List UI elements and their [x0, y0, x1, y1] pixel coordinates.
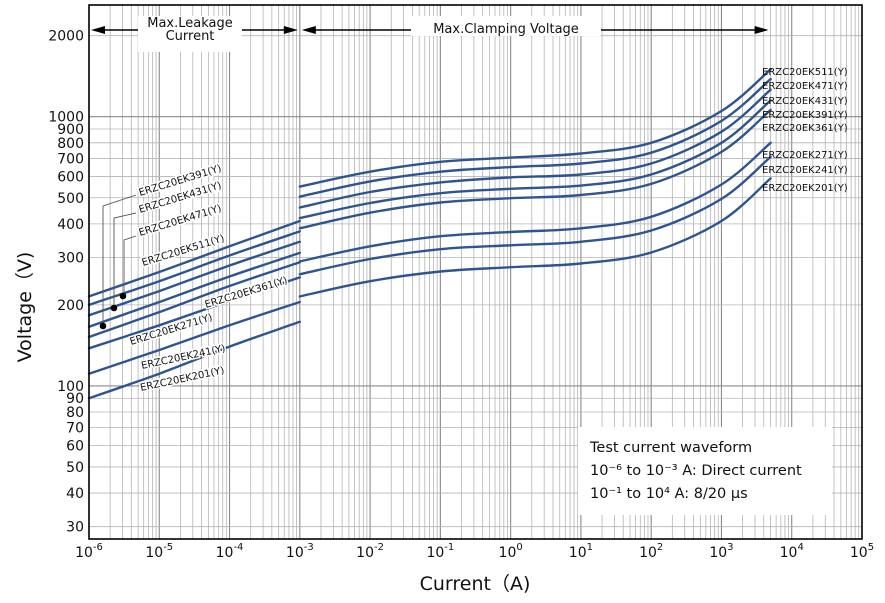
leakage-curve-ERZC20EK391(Y) — [87, 251, 301, 328]
y-tick-label: 30 — [66, 520, 84, 536]
right-curve-label: ERZC20EK511(Y) — [762, 67, 848, 78]
leader-dot-icon — [99, 322, 107, 330]
clamping-curve-ERZC20EK271(Y) — [298, 141, 772, 263]
leakage-curve-ERZC20EK511(Y) — [87, 219, 301, 298]
leakage-curve-ERZC20EK201(Y) — [87, 320, 301, 400]
label-leader-line — [102, 194, 137, 326]
y-tick-label: 300 — [57, 250, 84, 266]
y-tick-label: 700 — [57, 151, 84, 167]
right-curve-labels: ERZC20EK511(Y) ERZC20EK471(Y) ERZC20EK431(… — [762, 67, 848, 194]
region-label: Max.Clamping Voltage — [433, 22, 579, 37]
right-curve-label: ERZC20EK391(Y) — [762, 110, 848, 121]
x-tick-label: 10-2 — [356, 542, 384, 561]
y-tick-label: 40 — [66, 486, 84, 502]
y-tick-label: 600 — [57, 169, 84, 185]
right-curve-label: ERZC20EK431(Y) — [762, 96, 848, 107]
leakage-curve-ERZC20EK471(Y) — [87, 230, 301, 307]
leakage-curve-ERZC20EK361(Y) — [87, 261, 301, 339]
right-curve-label: ERZC20EK201(Y) — [762, 183, 848, 194]
note-line: 10⁻¹ to 10⁴ A: 8/20 μs — [590, 486, 748, 502]
clamping-curve-ERZC20EK361(Y) — [298, 108, 772, 230]
plot-frame — [88, 4, 863, 540]
x-tick-label: 10-1 — [426, 542, 454, 561]
y-tick-label: 60 — [66, 439, 84, 455]
x-tick-label: 105 — [850, 542, 874, 561]
x-tick-label: 100 — [499, 542, 523, 561]
x-tick-label: 10-5 — [145, 542, 173, 561]
right-curve-label: ERZC20EK241(Y) — [762, 165, 848, 176]
x-tick-labels: 10-6 10-5 10-4 10-3 10-2 10-1 100 101 102 103 104 1… — [75, 542, 874, 561]
clamping-curve-ERZC20EK201(Y) — [298, 177, 772, 298]
x-tick-label: 101 — [569, 542, 593, 561]
test-waveform-note: Test current waveform 10⁻⁶ to 10⁻³ A: Dir… — [578, 427, 832, 515]
region-label-backdrop — [138, 16, 242, 52]
curves — [87, 68, 772, 400]
right-curve-label: ERZC20EK271(Y) — [762, 150, 848, 161]
y-tick-label: 200 — [57, 298, 84, 314]
y-tick-label: 80 — [66, 405, 84, 421]
arrow-head-right-icon — [754, 26, 769, 34]
x-tick-label: 10-4 — [216, 542, 244, 561]
clamping-curve-ERZC20EK431(Y) — [298, 88, 772, 209]
y-tick-label: 90 — [66, 391, 84, 407]
label-leader-line — [123, 235, 137, 296]
leakage-curve-ERZC20EK241(Y) — [87, 300, 301, 375]
right-curve-label: ERZC20EK361(Y) — [762, 123, 848, 134]
y-tick-label: 900 — [57, 122, 84, 138]
right-curve-label: ERZC20EK471(Y) — [762, 81, 848, 92]
x-axis-label: Current（A) — [420, 573, 531, 595]
y-tick-label: 50 — [66, 460, 84, 476]
clamping-curve-ERZC20EK471(Y) — [298, 77, 772, 198]
arrow-head-left-icon — [301, 26, 316, 34]
y-tick-label: 1000 — [48, 110, 84, 126]
clamping-curve-ERZC20EK511(Y) — [298, 68, 772, 188]
arrow-head-left-icon — [91, 26, 105, 34]
x-tick-label: 103 — [709, 542, 733, 561]
y-tick-label: 70 — [66, 421, 84, 437]
x-tick-label: 10-6 — [75, 542, 103, 561]
clamping-curve-ERZC20EK241(Y) — [298, 155, 772, 276]
label-leader-line — [113, 212, 137, 308]
leader-dot-icon — [110, 304, 118, 312]
y-tick-label: 800 — [57, 136, 84, 152]
leakage-curve-ERZC20EK271(Y) — [87, 276, 301, 350]
y-tick-label: 500 — [57, 191, 84, 207]
grid-lines — [89, 5, 862, 539]
note-line: Test current waveform — [589, 440, 752, 456]
note-line: 10⁻⁶ to 10⁻³ A: Direct current — [590, 463, 802, 479]
x-tick-label: 104 — [780, 542, 804, 561]
region-label: Max.Leakage — [147, 16, 233, 31]
region-label-backdrop — [411, 16, 601, 36]
x-tick-label: 102 — [639, 542, 663, 561]
y-tick-label: 2000 — [48, 29, 84, 45]
x-tick-label: 10-3 — [286, 542, 314, 561]
clamping-curve-ERZC20EK391(Y) — [298, 99, 772, 220]
leader-dot-icon — [119, 292, 127, 300]
note-backdrop — [578, 427, 832, 515]
y-axis-label: Voltage（V) — [14, 252, 36, 363]
y-tick-label: 100 — [57, 379, 84, 395]
arrow-head-right-icon — [283, 26, 298, 34]
y-tick-label: 400 — [57, 217, 84, 233]
region-label: Current — [166, 29, 215, 44]
leakage-curve-ERZC20EK431(Y) — [87, 240, 301, 317]
